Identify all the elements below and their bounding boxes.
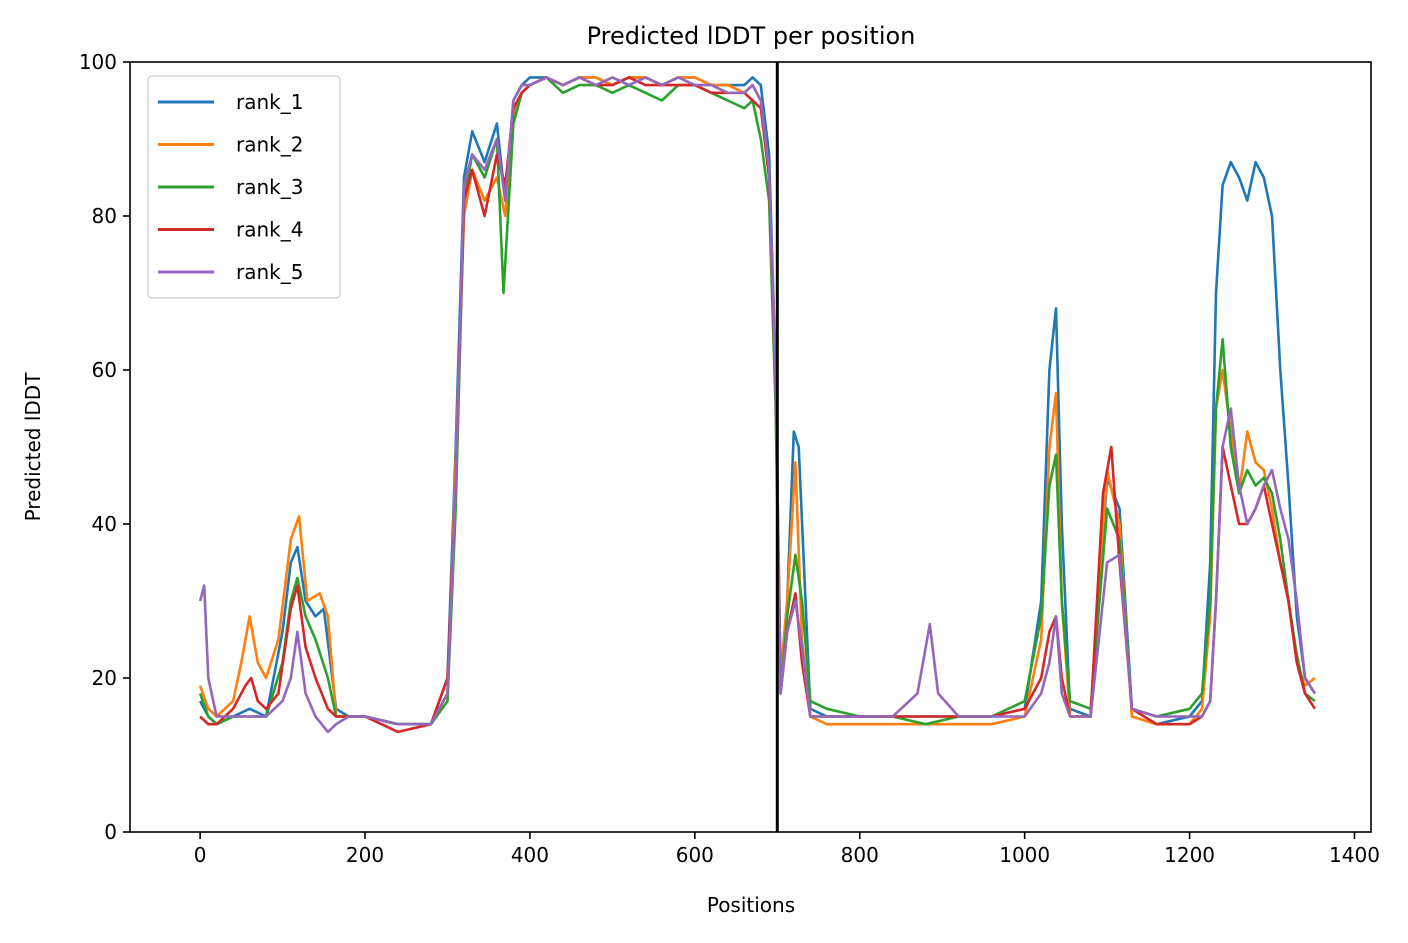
x-tick-label: 600 bbox=[676, 843, 714, 867]
y-tick-label: 0 bbox=[104, 820, 117, 844]
legend-label-rank_2: rank_2 bbox=[236, 133, 303, 157]
x-tick-label: 200 bbox=[346, 843, 384, 867]
legend: rank_1 rank_2 rank_3 rank_4 rank_5 bbox=[147, 75, 341, 299]
legend-box bbox=[147, 75, 341, 299]
series-group bbox=[198, 76, 1316, 734]
x-tick-label: 0 bbox=[194, 843, 207, 867]
legend-label-rank_1: rank_1 bbox=[236, 90, 303, 114]
y-tick-label: 100 bbox=[79, 50, 117, 74]
y-tick-label: 60 bbox=[92, 358, 117, 382]
y-tick-label: 80 bbox=[92, 204, 117, 228]
legend-label-rank_4: rank_4 bbox=[236, 218, 303, 242]
y-tick-label: 20 bbox=[92, 666, 117, 690]
x-tick-label: 1200 bbox=[1164, 843, 1215, 867]
x-tick-label: 400 bbox=[511, 843, 549, 867]
plot-frame bbox=[129, 61, 1372, 833]
x-tick-label: 1400 bbox=[1329, 843, 1380, 867]
y-tick-label: 40 bbox=[92, 512, 117, 536]
x-tick-label: 1000 bbox=[999, 843, 1050, 867]
x-tick-label: 800 bbox=[841, 843, 879, 867]
y-axis-label: Predicted lDDT bbox=[21, 372, 45, 522]
x-axis-label: Positions bbox=[707, 893, 795, 917]
legend-label-rank_5: rank_5 bbox=[236, 260, 303, 284]
series-line-rank_5 bbox=[198, 76, 1316, 734]
chart-title: Predicted lDDT per position bbox=[587, 22, 916, 50]
legend-label-rank_3: rank_3 bbox=[236, 175, 303, 199]
axes-group: 0 200 400 600 800 1000 1200 1400 0 20 40 60 80 100 bbox=[79, 50, 1380, 867]
